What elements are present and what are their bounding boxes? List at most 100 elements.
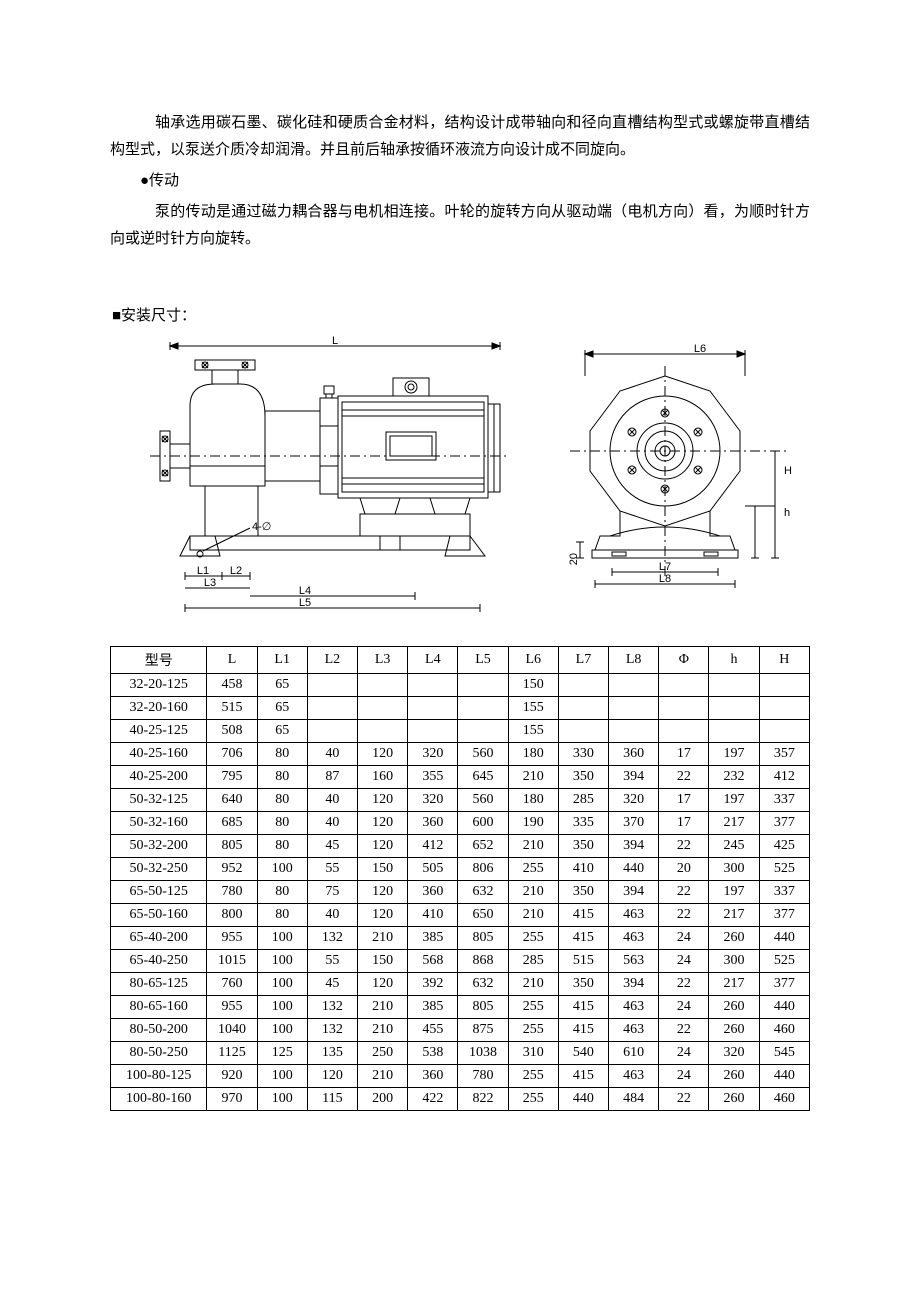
cell-value: 385 <box>408 927 458 950</box>
cell-value <box>759 697 809 720</box>
cell-value: 394 <box>609 881 659 904</box>
svg-text:L8: L8 <box>659 573 671 585</box>
svg-text:H: H <box>784 465 792 477</box>
cell-model: 40-25-200 <box>111 766 207 789</box>
dimension-diagram: L <box>150 336 810 616</box>
cell-value: 255 <box>508 996 558 1019</box>
cell-value: 100 <box>257 1088 307 1111</box>
cell-value: 1038 <box>458 1042 508 1065</box>
cell-value: 217 <box>709 973 759 996</box>
pump-front-view: L6 <box>550 336 810 616</box>
cell-value: 410 <box>558 858 608 881</box>
cell-value: 210 <box>508 835 558 858</box>
cell-value: 515 <box>207 697 257 720</box>
cell-value: 600 <box>458 812 508 835</box>
svg-text:L6: L6 <box>694 343 706 355</box>
cell-value: 805 <box>207 835 257 858</box>
cell-value: 65 <box>257 674 307 697</box>
cell-value: 563 <box>609 950 659 973</box>
cell-value: 463 <box>609 1019 659 1042</box>
table-row: 40-25-1607068040120320560180330360171973… <box>111 743 810 766</box>
cell-value: 463 <box>609 1065 659 1088</box>
cell-value <box>408 674 458 697</box>
cell-value: 200 <box>358 1088 408 1111</box>
table-header-row: 型号 L L1 L2 L3 L4 L5 L6 L7 L8 Φ h H <box>111 647 810 674</box>
cell-value: 805 <box>458 996 508 1019</box>
cell-model: 65-50-125 <box>111 881 207 904</box>
cell-value <box>307 674 357 697</box>
cell-value: 800 <box>207 904 257 927</box>
cell-model: 65-40-200 <box>111 927 207 950</box>
cell-value: 337 <box>759 881 809 904</box>
cell-value: 80 <box>257 789 307 812</box>
cell-value: 22 <box>659 973 709 996</box>
cell-value: 120 <box>358 812 408 835</box>
cell-value: 330 <box>558 743 608 766</box>
svg-text:L2: L2 <box>230 565 242 577</box>
cell-value: 155 <box>508 697 558 720</box>
cell-value: 24 <box>659 1042 709 1065</box>
col-L5: L5 <box>458 647 508 674</box>
cell-value: 335 <box>558 812 608 835</box>
table-row: 50-32-1606858040120360600190335370172173… <box>111 812 810 835</box>
cell-value: 132 <box>307 996 357 1019</box>
col-H: H <box>759 647 809 674</box>
cell-model: 50-32-160 <box>111 812 207 835</box>
cell-value <box>558 674 608 697</box>
cell-value: 210 <box>358 1019 408 1042</box>
cell-value: 652 <box>458 835 508 858</box>
cell-value: 120 <box>307 1065 357 1088</box>
cell-value: 463 <box>609 996 659 1019</box>
table-row: 65-40-2501015100551505688682855155632430… <box>111 950 810 973</box>
cell-model: 40-25-125 <box>111 720 207 743</box>
cell-value: 100 <box>257 950 307 973</box>
svg-text:L3: L3 <box>204 577 216 589</box>
cell-value: 350 <box>558 766 608 789</box>
cell-value: 320 <box>408 743 458 766</box>
cell-value <box>709 720 759 743</box>
cell-value: 260 <box>709 1065 759 1088</box>
cell-value: 20 <box>659 858 709 881</box>
cell-value: 508 <box>207 720 257 743</box>
cell-value: 377 <box>759 973 809 996</box>
cell-value <box>307 697 357 720</box>
cell-value: 80 <box>257 812 307 835</box>
col-L: L <box>207 647 257 674</box>
cell-value: 285 <box>508 950 558 973</box>
cell-value: 180 <box>508 743 558 766</box>
cell-value: 484 <box>609 1088 659 1111</box>
cell-value <box>558 697 608 720</box>
cell-value: 545 <box>759 1042 809 1065</box>
col-h: h <box>709 647 759 674</box>
cell-value: 210 <box>358 996 408 1019</box>
cell-model: 80-65-125 <box>111 973 207 996</box>
cell-value: 80 <box>257 881 307 904</box>
cell-value: 217 <box>709 812 759 835</box>
cell-value: 55 <box>307 950 357 973</box>
cell-value <box>709 697 759 720</box>
cell-value: 525 <box>759 858 809 881</box>
cell-value: 24 <box>659 927 709 950</box>
cell-value: 100 <box>257 1019 307 1042</box>
cell-value: 415 <box>558 1065 608 1088</box>
cell-value: 412 <box>759 766 809 789</box>
pump-side-view: L <box>150 336 510 616</box>
svg-text:L: L <box>332 336 338 347</box>
cell-value <box>458 720 508 743</box>
cell-value: 632 <box>458 973 508 996</box>
table-row: 65-50-1257808075120360632210350394221973… <box>111 881 810 904</box>
cell-value: 22 <box>659 881 709 904</box>
cell-value: 45 <box>307 973 357 996</box>
cell-model: 80-65-160 <box>111 996 207 1019</box>
svg-text:L4: L4 <box>299 585 311 597</box>
cell-value: 17 <box>659 789 709 812</box>
cell-value: 150 <box>358 858 408 881</box>
cell-value: 210 <box>508 904 558 927</box>
svg-text:L7: L7 <box>659 561 671 573</box>
cell-value: 255 <box>508 1065 558 1088</box>
cell-model: 100-80-160 <box>111 1088 207 1111</box>
cell-value: 250 <box>358 1042 408 1065</box>
cell-value <box>609 697 659 720</box>
cell-value: 357 <box>759 743 809 766</box>
cell-value: 320 <box>709 1042 759 1065</box>
